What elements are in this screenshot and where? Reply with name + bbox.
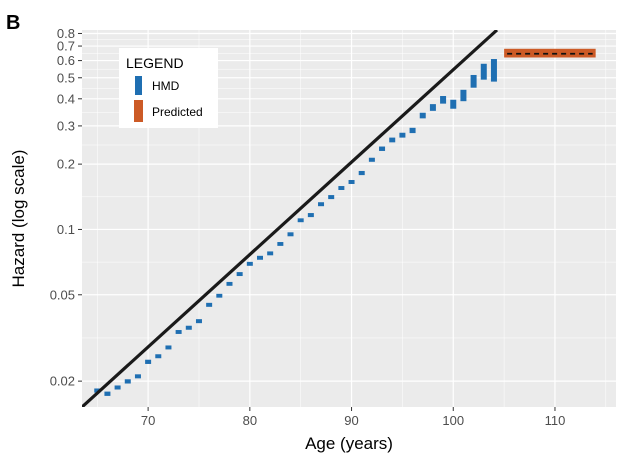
legend-key-hmd (135, 76, 142, 95)
hmd-mark (450, 99, 457, 109)
hmd-mark (348, 179, 355, 184)
hmd-mark (490, 59, 497, 82)
grid-minor (82, 30, 616, 407)
hmd-mark (257, 255, 263, 260)
y-tick-label: 0.1 (57, 222, 75, 237)
hmd-mark (470, 74, 477, 88)
hmd-mark (206, 302, 213, 307)
hmd-mark (368, 157, 375, 162)
hmd-mark (307, 213, 314, 218)
hmd-mark (379, 146, 386, 151)
hmd-mark (236, 272, 243, 277)
hmd-mark (226, 281, 233, 286)
fit-line-series (82, 30, 499, 407)
y-tick-label: 0.05 (50, 287, 75, 302)
hmd-mark (480, 63, 487, 80)
hmd-mark (358, 170, 365, 176)
hmd-mark (195, 319, 202, 324)
x-axis-title: Age (years) (305, 434, 393, 453)
y-tick-label: 0.5 (57, 70, 75, 85)
hmd-mark (145, 359, 152, 364)
hmd-mark (114, 385, 121, 390)
y-tick-label: 0.3 (57, 118, 75, 133)
x-tick-label: 110 (545, 413, 566, 428)
hmd-mark (216, 293, 223, 298)
hmd-mark (297, 218, 304, 223)
hmd-mark (134, 374, 141, 379)
hmd-mark (94, 388, 101, 393)
hmd-mark (318, 202, 325, 207)
y-axis-title: Hazard (log scale) (9, 150, 28, 288)
hmd-mark (185, 325, 192, 330)
hmd-mark (287, 232, 294, 237)
y-tick-label: 0.6 (57, 53, 75, 68)
hmd-mark (104, 391, 111, 396)
hmd-mark (175, 330, 182, 334)
x-tick-label: 80 (243, 413, 257, 428)
panel-label: B (6, 12, 20, 34)
hmd-mark (419, 112, 426, 119)
y-tick-label: 0.4 (57, 91, 75, 106)
predicted-band (504, 48, 596, 58)
x-axis-ticks: 70 80 90 100 110 (141, 407, 565, 428)
hmd-mark (246, 261, 253, 266)
y-tick-label: 0.2 (57, 157, 75, 172)
y-axis-ticks: 0.02 0.05 0.1 0.2 0.3 0.4 0.5 0.60.70.8 (50, 26, 82, 389)
hmd-mark (338, 186, 345, 190)
legend-key-predicted (134, 100, 143, 122)
y-tick-label: 0.7 (57, 39, 75, 54)
hmd-mark (409, 127, 416, 134)
legend-label-hmd: HMD (152, 79, 180, 93)
hmd-mark (399, 132, 406, 138)
hmd-mark (440, 96, 447, 104)
hmd-mark (460, 89, 467, 102)
predicted-series (504, 48, 596, 58)
y-tick-label: 0.02 (50, 374, 75, 389)
fit-line (82, 30, 499, 407)
hmd-mark (277, 242, 284, 246)
x-tick-label: 70 (141, 413, 155, 428)
x-tick-label: 100 (442, 413, 464, 428)
hmd-series (94, 59, 497, 396)
x-tick-label: 90 (344, 413, 358, 428)
hmd-mark (389, 137, 396, 143)
hmd-mark (124, 379, 131, 384)
y-tick-label: 0.8 (57, 26, 75, 41)
legend-title: LEGEND (126, 55, 184, 71)
hmd-mark (267, 251, 274, 256)
hmd-mark (328, 195, 335, 200)
hmd-mark (429, 104, 436, 111)
legend-label-predicted: Predicted (152, 105, 203, 119)
hmd-mark (155, 354, 162, 359)
hmd-mark (165, 345, 172, 350)
legend: LEGEND HMD Predicted (119, 48, 218, 128)
